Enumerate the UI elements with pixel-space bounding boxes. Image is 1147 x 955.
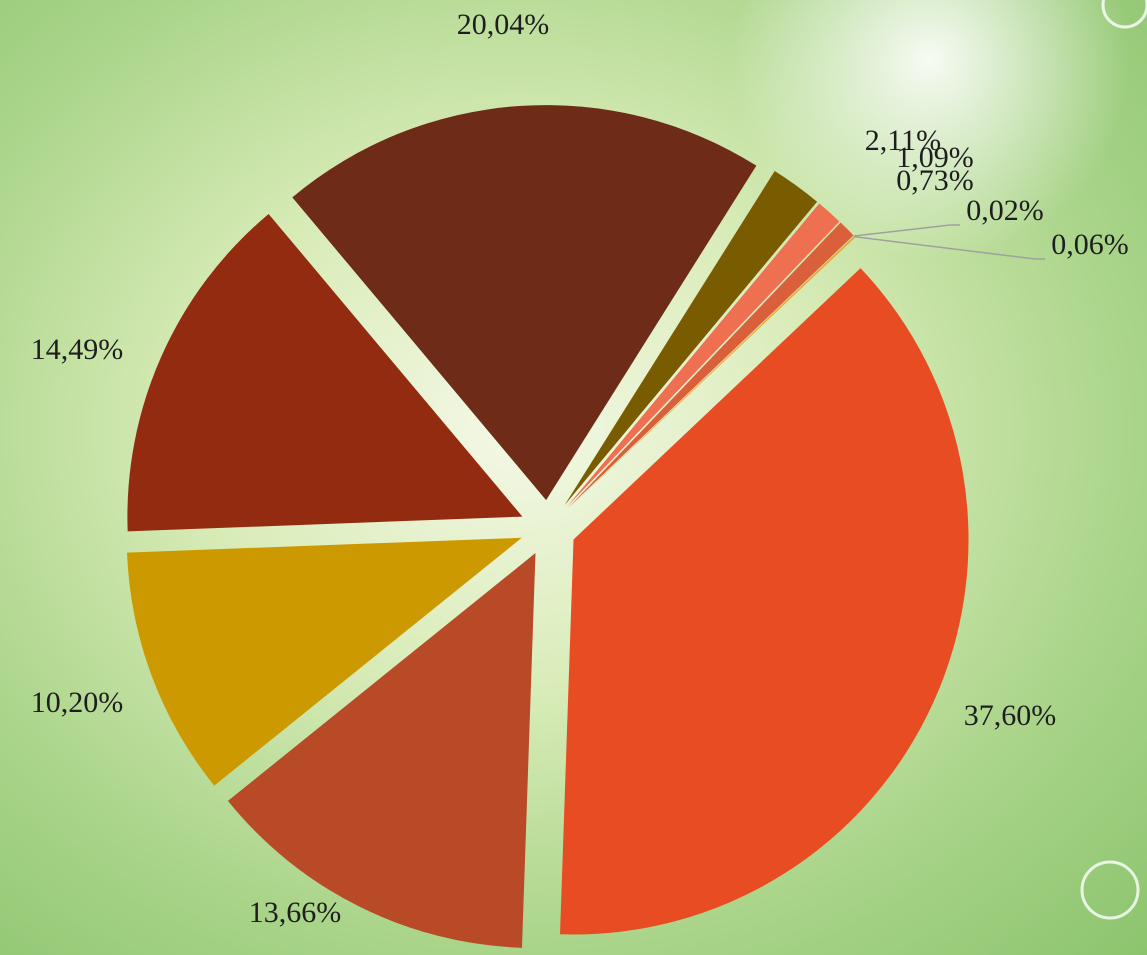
data-label: 14,49% — [31, 333, 124, 366]
pie-slice — [127, 537, 522, 786]
leader-line — [853, 224, 960, 237]
pie-slice — [568, 236, 856, 509]
pie-slice — [567, 222, 854, 509]
pie-slice — [564, 170, 818, 506]
pie-slice — [292, 105, 757, 501]
data-label: 13,66% — [249, 896, 342, 929]
pie-slice — [566, 203, 840, 508]
background-glow — [730, 0, 1130, 260]
data-label: 0,06% — [1051, 228, 1129, 261]
data-label: 2,11% — [865, 124, 941, 157]
leader-line — [854, 236, 1045, 260]
decor-ring — [1080, 860, 1140, 920]
data-label: 0,02% — [966, 194, 1044, 227]
pie-slice — [560, 268, 969, 935]
data-label: 0,73% — [896, 164, 974, 197]
pie-slice — [227, 553, 536, 948]
data-label: 1,09% — [896, 141, 974, 174]
data-label: 37,60% — [964, 699, 1057, 732]
data-label: 20,04% — [457, 8, 550, 41]
data-label: 10,20% — [31, 686, 124, 719]
pie-slice — [568, 235, 855, 509]
pie-slice — [127, 213, 523, 532]
decor-ring — [1101, 0, 1147, 29]
